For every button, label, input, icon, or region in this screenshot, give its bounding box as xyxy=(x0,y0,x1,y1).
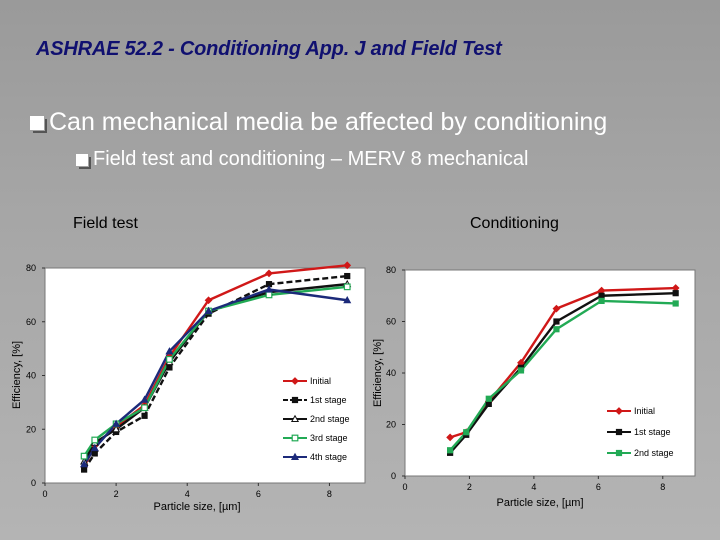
field-test-x-axis-title: Particle size, [µm] xyxy=(153,501,240,513)
field-test-data-point xyxy=(166,355,173,363)
field-test-series-line-2 xyxy=(83,274,348,471)
field-test-legend-marker xyxy=(291,377,299,385)
conditioning-data-point xyxy=(446,433,455,442)
field-test-xtick-label: 6 xyxy=(256,489,261,499)
field-test-data-point xyxy=(141,404,148,412)
conditioning-x-axis-title: Particle size, [µm] xyxy=(496,497,583,509)
field-test-ytick-label: 0 xyxy=(31,478,36,488)
field-test-data-point xyxy=(264,285,274,293)
field-test-legend-label: 1st stage xyxy=(310,395,347,405)
field-test-legend-marker xyxy=(291,434,299,442)
field-test-data-point xyxy=(81,466,88,473)
conditioning-plot-area xyxy=(404,269,696,477)
conditioning-data-point xyxy=(485,400,492,407)
field-test-data-point xyxy=(204,296,213,305)
field-test-data-point xyxy=(91,436,99,444)
field-test-xtick-label: 2 xyxy=(114,489,119,499)
field-test-data-point xyxy=(265,269,273,278)
field-test-ytick-label: 40 xyxy=(26,371,36,381)
field-test-data-point xyxy=(204,306,213,315)
field-test-data-point xyxy=(165,347,174,355)
field-test-data-point xyxy=(343,296,352,304)
conditioning-y-axis-title: Efficiency, [%] xyxy=(372,339,384,407)
conditioning-ytick-label: 0 xyxy=(391,471,396,481)
slide-title: ASHRAE 52.2 - Conditioning App. J and Fi… xyxy=(36,38,502,60)
field-test-legend-label: 4th stage xyxy=(310,452,347,462)
conditioning-ytick-label: 80 xyxy=(386,265,396,275)
field-test-series-line-4 xyxy=(83,285,348,457)
conditioning-legend-marker xyxy=(615,449,623,457)
conditioning-data-point xyxy=(517,367,525,374)
field-test-data-point xyxy=(90,443,99,452)
conditioning-data-point xyxy=(447,447,454,454)
conditioning-data-point xyxy=(463,429,470,436)
field-test-legend-label: Initial xyxy=(310,376,331,386)
conditioning-chart: 0 20 40 60 80 0 2 4 6 8 Particle size, [µm] Efficie… xyxy=(372,265,696,509)
field-test-ytick-label: 60 xyxy=(26,317,36,327)
conditioning-data-point xyxy=(598,292,605,299)
conditioning-data-point xyxy=(552,304,561,313)
conditioning-label: Conditioning xyxy=(470,215,559,232)
conditioning-ytick-label: 20 xyxy=(386,420,396,430)
field-test-label: Field test xyxy=(73,215,138,232)
conditioning-data-point xyxy=(598,297,605,304)
field-test-xtick-label: 0 xyxy=(42,489,47,499)
field-test-data-point xyxy=(112,425,121,433)
bullet-level-2-text: Field test and conditioning – MERV 8 mec… xyxy=(93,148,529,170)
field-test-series-line-5 xyxy=(83,288,348,465)
field-test-data-point xyxy=(166,364,173,371)
conditioning-xtick-label: 8 xyxy=(660,482,665,492)
field-test-legend-label: 2nd stage xyxy=(310,414,350,424)
conditioning-data-point xyxy=(553,326,560,333)
field-test-data-point xyxy=(80,452,88,460)
field-test-legend-label: 3rd stage xyxy=(310,433,348,443)
field-test-xtick-label: 8 xyxy=(327,489,332,499)
field-test-y-axis-title: Efficiency, [%] xyxy=(11,341,23,409)
field-test-data-point xyxy=(344,272,351,280)
bullet-level-1: Can mechanical media be affected by cond… xyxy=(30,108,607,137)
bullet-level-1-text: Can mechanical media be affected by cond… xyxy=(49,108,608,136)
conditioning-data-point xyxy=(672,290,679,297)
field-test-chart: 0 20 40 60 80 0 2 4 6 8 Particle size, [µm] Efficie… xyxy=(11,263,366,513)
field-test-data-point xyxy=(343,283,351,291)
field-test-data-point xyxy=(141,412,148,419)
field-test-data-point xyxy=(91,450,98,457)
field-test-ytick-label: 20 xyxy=(26,424,36,434)
conditioning-legend-label: Initial xyxy=(634,406,655,416)
field-test-data-point xyxy=(112,419,121,427)
conditioning-legend-marker xyxy=(615,407,623,415)
field-test-legend-marker xyxy=(290,452,300,461)
field-test-ytick-label: 80 xyxy=(26,263,36,273)
field-test-data-point xyxy=(140,395,149,403)
conditioning-legend-marker xyxy=(615,428,623,436)
field-test-data-point xyxy=(343,261,352,270)
square-bullet-icon xyxy=(76,153,91,169)
conditioning-ytick-label: 40 xyxy=(386,368,396,378)
conditioning-data-point xyxy=(553,318,560,325)
conditioning-xtick-label: 4 xyxy=(531,482,536,492)
conditioning-legend-label: 1st stage xyxy=(634,427,671,437)
field-test-data-point xyxy=(80,459,89,468)
conditioning-data-point xyxy=(485,395,492,402)
conditioning-xtick-label: 0 xyxy=(402,482,407,492)
field-test-data-point xyxy=(265,291,273,299)
field-test-xtick-label: 4 xyxy=(185,489,190,499)
conditioning-xtick-label: 2 xyxy=(467,482,472,492)
square-bullet-icon xyxy=(30,115,47,133)
conditioning-legend-label: 2nd stage xyxy=(634,448,674,458)
field-test-legend-marker xyxy=(290,414,300,423)
conditioning-xtick-label: 6 xyxy=(596,482,601,492)
bullet-level-2: Field test and conditioning – MERV 8 mec… xyxy=(76,148,528,171)
conditioning-ytick-label: 60 xyxy=(386,317,396,327)
conditioning-data-point xyxy=(672,300,679,307)
field-test-legend-marker xyxy=(291,396,299,404)
